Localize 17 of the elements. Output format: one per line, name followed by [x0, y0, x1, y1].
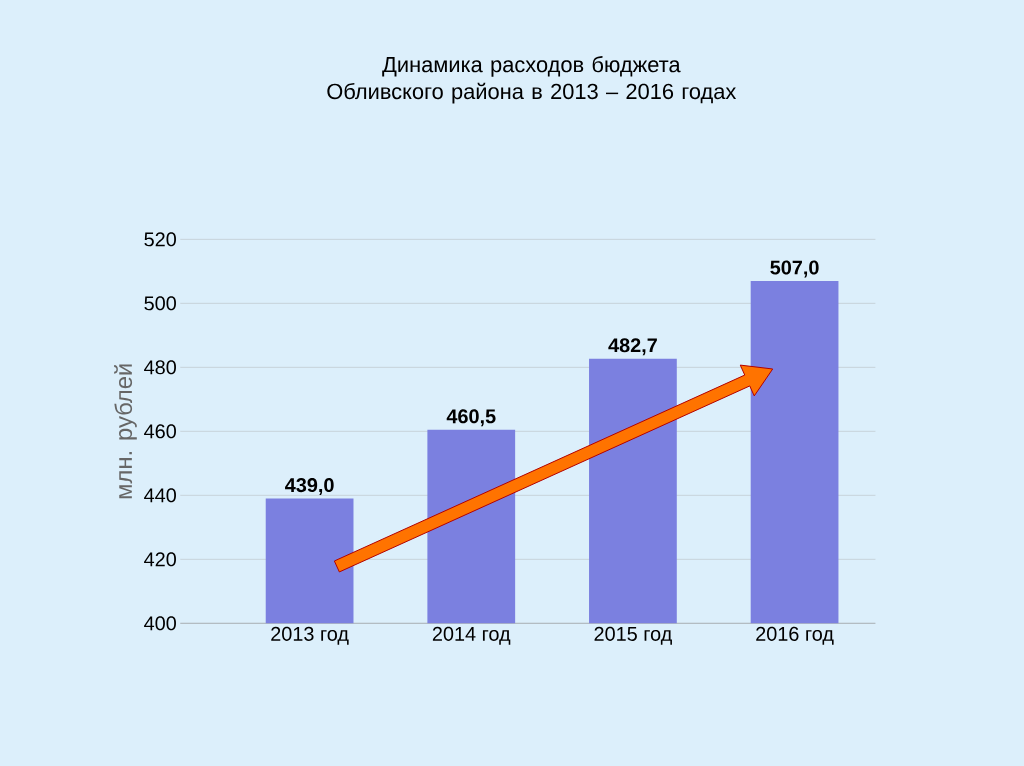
y-axis-title: млн. рублей [114, 364, 137, 499]
y-tick-label: 400 [144, 616, 176, 631]
y-tick-label: 460 [144, 424, 176, 439]
data-label: 482,7 [608, 338, 657, 356]
y-tick-label: 520 [144, 232, 176, 247]
y-tick-label: 500 [144, 296, 176, 311]
y-tick-label: 440 [144, 488, 176, 503]
data-label: 460,5 [446, 409, 496, 427]
chart-title: Динамика расходов бюджета Обливского района в 2013 – 2016 годах [327, 56, 737, 104]
data-label: 439,0 [285, 478, 334, 496]
x-tick-label: 2014 год [432, 626, 511, 645]
x-tick-label: 2015 год [594, 626, 672, 645]
x-tick-label: 2016 год [756, 626, 834, 645]
y-tick-label: 420 [144, 552, 176, 567]
data-label: 507,0 [770, 260, 819, 278]
x-tick-label: 2013 год [271, 626, 349, 645]
y-tick-label: 480 [144, 360, 176, 375]
